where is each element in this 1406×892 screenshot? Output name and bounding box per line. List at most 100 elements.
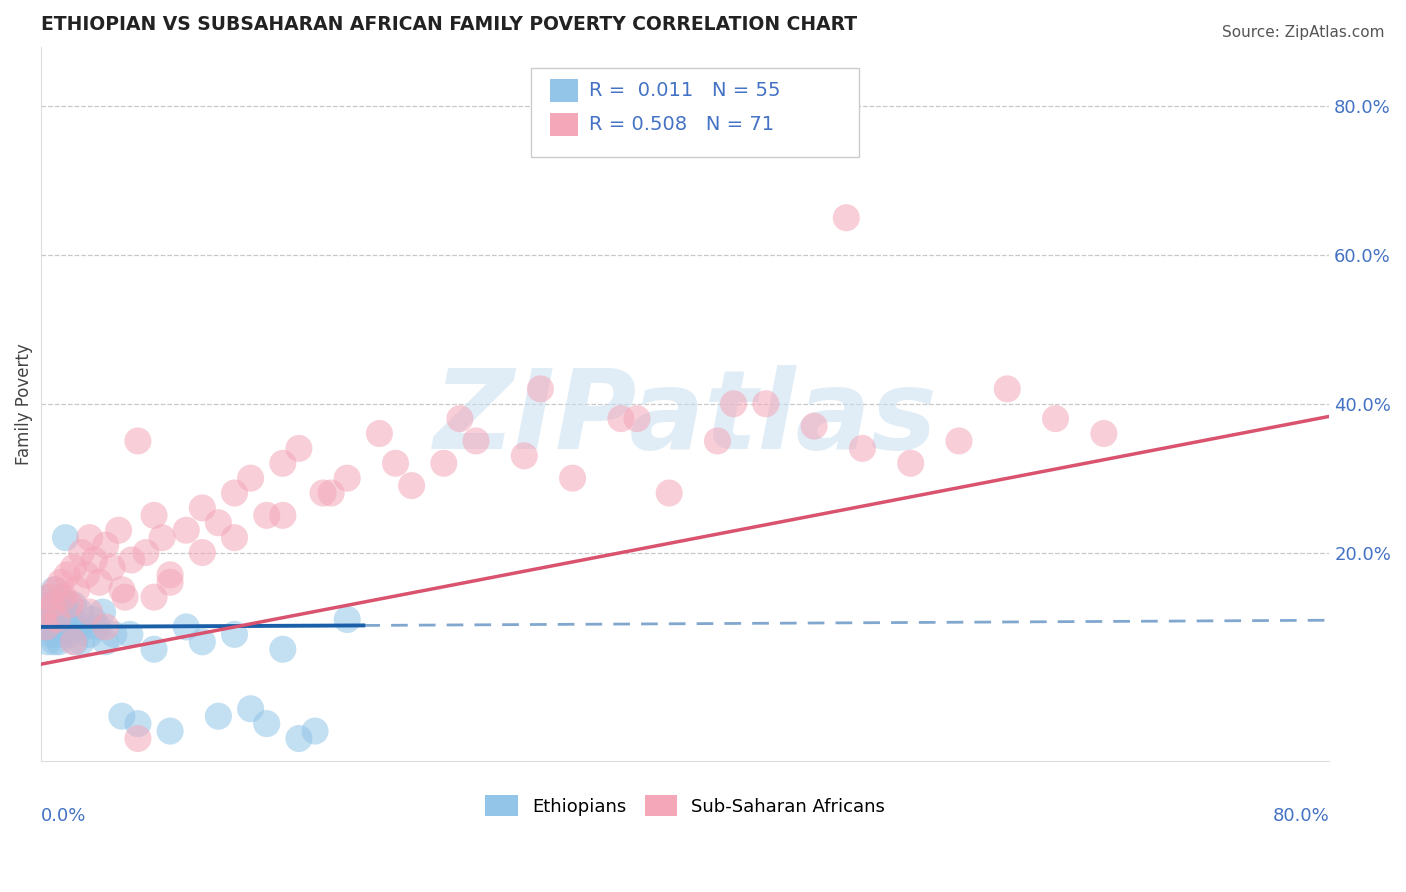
Point [49,575,72,590]
Point [44,635,66,649]
Text: ETHIOPIAN VS SUBSAHARAN AFRICAN FAMILY POVERTY CORRELATION CHART: ETHIOPIAN VS SUBSAHARAN AFRICAN FAMILY P… [41,15,858,34]
Point [46,598,69,612]
Point [114,590,136,604]
Point [48,605,70,619]
Point [143,642,166,657]
Point [66,620,89,634]
Point [723,397,745,411]
Point [174,523,197,537]
Point [900,456,922,470]
Point [38,612,60,626]
Point [70,545,93,559]
Point [79,531,101,545]
Point [89,575,111,590]
Point [41,598,63,612]
Point [58,627,80,641]
Point [62,560,84,574]
Point [995,382,1018,396]
Point [49,590,72,604]
Point [1045,411,1067,425]
Point [48,635,70,649]
Point [271,642,294,657]
Point [60,620,83,634]
FancyBboxPatch shape [550,78,578,102]
Point [52,598,75,612]
Point [73,620,96,634]
Point [94,620,117,634]
Point [69,605,91,619]
Point [46,620,69,634]
Text: Source: ZipAtlas.com: Source: ZipAtlas.com [1222,25,1385,40]
Point [118,627,141,641]
Point [336,471,359,485]
Point [191,635,214,649]
Point [610,411,633,425]
Point [626,411,648,425]
Point [101,560,124,574]
Point [256,716,278,731]
Point [135,545,157,559]
Point [111,582,134,597]
Point [38,590,60,604]
Point [465,434,488,448]
Point [44,582,66,597]
Text: 80.0%: 80.0% [1272,807,1329,825]
Point [35,605,58,619]
Point [288,731,311,746]
Point [159,575,181,590]
Point [321,486,343,500]
Point [91,605,114,619]
Point [224,627,246,641]
Point [256,508,278,523]
Point [271,508,294,523]
Point [52,590,75,604]
Point [384,456,406,470]
Point [835,211,858,225]
Point [41,605,63,619]
Point [37,635,59,649]
Point [94,635,117,649]
Point [658,486,681,500]
Point [34,605,56,619]
Point [56,605,79,619]
Point [70,635,93,649]
Point [288,442,311,456]
Point [45,582,67,597]
Point [159,567,181,582]
Point [851,442,873,456]
Text: ZIPatlas: ZIPatlas [433,365,938,472]
Point [62,598,84,612]
Point [143,508,166,523]
FancyBboxPatch shape [550,113,578,136]
Legend: Ethiopians, Sub-Saharan Africans: Ethiopians, Sub-Saharan Africans [478,788,893,823]
Point [706,434,728,448]
Point [49,620,72,634]
Point [63,635,86,649]
Point [45,612,67,626]
Point [55,620,77,634]
Point [56,567,79,582]
Point [239,471,262,485]
Point [66,582,89,597]
Point [224,486,246,500]
Text: 0.0%: 0.0% [41,807,87,825]
Point [51,627,73,641]
Point [35,620,58,634]
Point [336,612,359,626]
Point [121,553,143,567]
Point [103,627,125,641]
Point [51,612,73,626]
Point [174,620,197,634]
Point [79,605,101,619]
Point [82,612,104,626]
Point [239,702,262,716]
Point [191,545,214,559]
Point [62,635,84,649]
Point [561,471,583,485]
Point [107,523,129,537]
FancyBboxPatch shape [530,68,859,157]
Point [513,449,536,463]
Point [150,531,173,545]
Point [46,612,69,626]
Point [224,531,246,545]
